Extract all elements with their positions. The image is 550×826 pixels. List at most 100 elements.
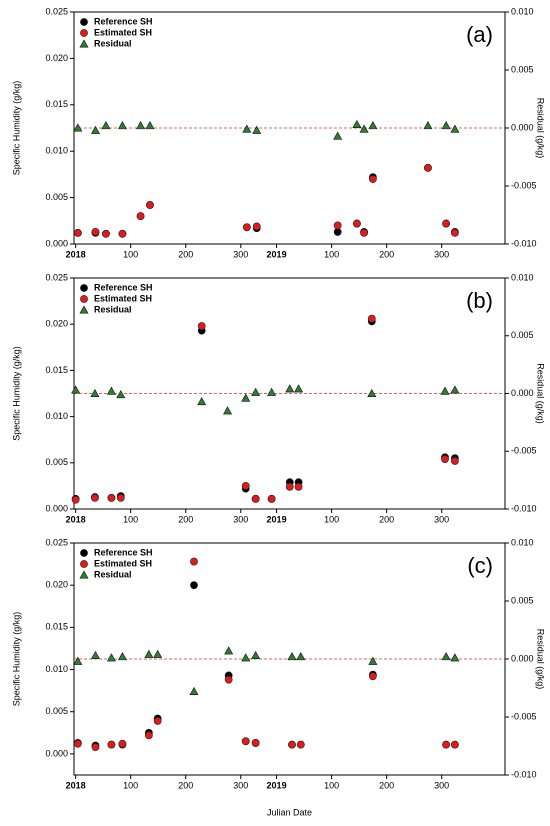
- legend-marker: [80, 18, 88, 26]
- x-tick-label: 200: [178, 780, 193, 790]
- x-tick-label: 200: [379, 249, 394, 259]
- legend-marker: [80, 295, 88, 303]
- data-point: [367, 314, 376, 323]
- data-point: [252, 222, 261, 231]
- data-point: [368, 175, 377, 183]
- x-tick-label: 2019: [267, 780, 287, 790]
- data-point: [450, 653, 460, 662]
- y-tick-label: 0.010: [45, 146, 68, 156]
- data-point: [424, 164, 432, 172]
- data-point: [118, 739, 127, 748]
- y2-tick-label: -0.005: [511, 711, 537, 721]
- x-tick-label: 2018: [66, 780, 86, 790]
- data-point: [224, 675, 233, 684]
- x-axis-label: Julian Date: [267, 807, 312, 817]
- x-tick-label: 2018: [66, 514, 86, 524]
- y-tick-label: 0.025: [45, 6, 68, 16]
- x-tick-label: 2018: [66, 249, 86, 259]
- y2-tick-label: -0.005: [511, 180, 537, 190]
- x-tick-label: 2019: [267, 514, 287, 524]
- y2-tick-label: 0.010: [511, 272, 534, 282]
- legend-label: Estimated SH: [94, 27, 152, 37]
- y2-tick-label: 0.000: [511, 388, 534, 398]
- x-tick-label: 100: [324, 514, 339, 524]
- data-point: [251, 494, 260, 503]
- x-tick-label: 300: [233, 514, 248, 524]
- data-point: [73, 656, 83, 665]
- x-tick-label: 300: [434, 780, 449, 790]
- data-point: [333, 228, 342, 236]
- legend-marker: [80, 549, 88, 557]
- y2-tick-label: -0.005: [511, 446, 537, 456]
- data-point: [146, 201, 154, 209]
- data-point: [251, 650, 261, 660]
- data-point: [117, 652, 127, 661]
- x-tick-label: 100: [324, 249, 339, 259]
- y-tick-label: 0.025: [45, 537, 68, 547]
- data-point: [117, 121, 127, 130]
- x-tick-label: 100: [324, 780, 339, 790]
- y-axis-label: Specific Humidity (g/kg): [11, 81, 21, 176]
- data-point: [107, 740, 116, 749]
- data-point: [241, 481, 250, 490]
- data-point: [294, 384, 304, 393]
- x-tick-label: 300: [434, 249, 449, 259]
- legend-marker: [80, 284, 88, 292]
- data-point: [285, 384, 295, 393]
- y-tick-label: 0.005: [45, 706, 68, 716]
- x-tick-label: 200: [379, 780, 394, 790]
- y-tick-label: 0.010: [45, 664, 68, 674]
- data-point: [91, 494, 99, 502]
- data-point: [136, 212, 145, 221]
- data-point: [102, 229, 110, 238]
- data-point: [197, 396, 207, 406]
- data-point: [442, 219, 451, 228]
- legend-label: Residual: [94, 304, 132, 314]
- y2-axis-label: Residual (g/kg): [536, 629, 546, 690]
- y-axis-label: Specific Humidity (g/kg): [11, 346, 21, 441]
- data-point: [107, 494, 116, 502]
- data-point: [352, 119, 362, 129]
- y2-tick-label: 0.005: [511, 595, 534, 605]
- y2-tick-label: 0.010: [511, 6, 534, 16]
- data-point: [368, 656, 378, 665]
- data-point: [252, 125, 262, 134]
- data-point: [441, 121, 451, 130]
- y-tick-label: 0.010: [45, 411, 68, 421]
- legend-label: Estimated SH: [94, 293, 152, 303]
- legend-label: Reference SH: [94, 547, 153, 557]
- legend-label: Estimated SH: [94, 558, 152, 568]
- data-point: [267, 494, 276, 503]
- data-point: [296, 740, 305, 749]
- y2-tick-label: 0.000: [511, 122, 534, 132]
- legend-marker: [79, 39, 89, 48]
- data-point: [241, 653, 251, 662]
- data-point: [224, 646, 234, 655]
- legend-marker: [79, 570, 89, 579]
- legend-marker: [80, 29, 88, 37]
- x-tick-label: 100: [123, 249, 138, 259]
- x-tick-label: 200: [379, 514, 394, 524]
- panel-label: (c): [467, 553, 493, 578]
- data-point: [116, 390, 126, 399]
- data-point: [451, 228, 459, 237]
- x-tick-label: 300: [434, 514, 449, 524]
- legend-marker: [80, 560, 88, 568]
- data-point: [368, 121, 378, 130]
- y2-tick-label: 0.010: [511, 537, 534, 547]
- data-point: [190, 581, 198, 590]
- x-tick-label: 300: [233, 249, 248, 259]
- data-point: [450, 385, 460, 394]
- data-point: [288, 740, 296, 749]
- y2-tick-label: -0.010: [511, 769, 537, 779]
- data-point: [197, 322, 206, 330]
- y-tick-label: 0.020: [45, 319, 68, 329]
- y2-tick-label: -0.010: [511, 503, 537, 513]
- data-point: [333, 221, 342, 230]
- data-point: [71, 385, 81, 394]
- data-point: [145, 121, 155, 130]
- y2-tick-label: -0.010: [511, 238, 537, 248]
- data-point: [91, 743, 100, 752]
- data-point: [241, 393, 251, 402]
